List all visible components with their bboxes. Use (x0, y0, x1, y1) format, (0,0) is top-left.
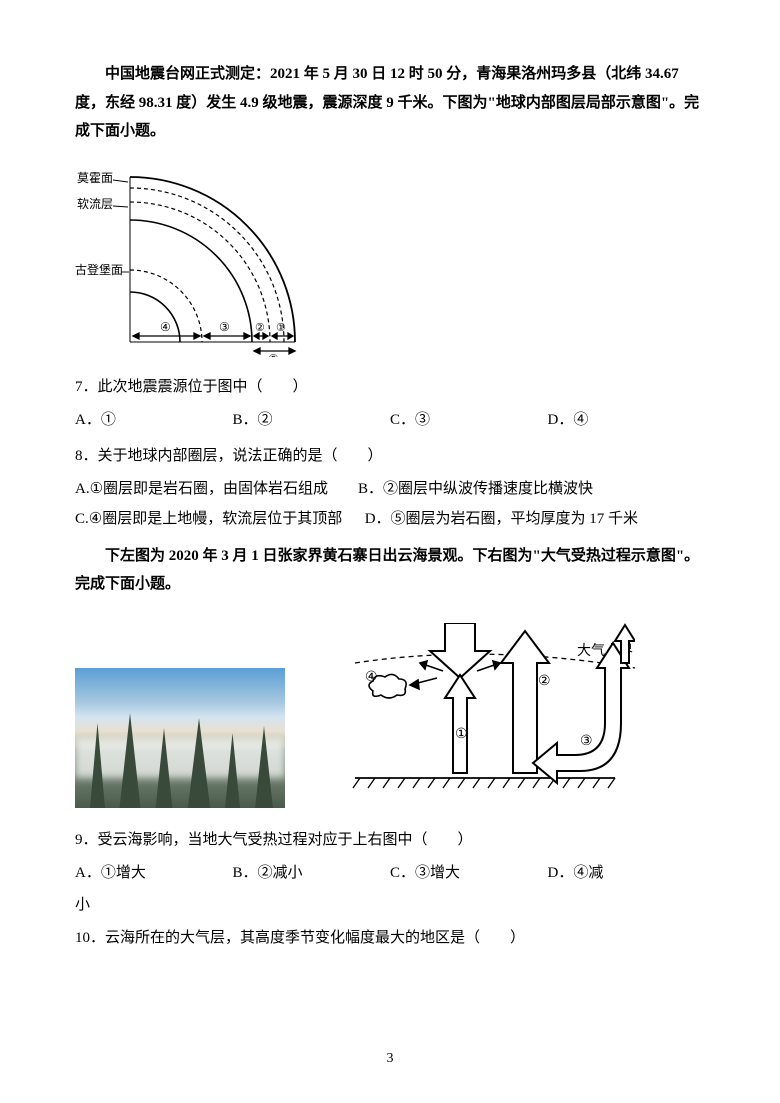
q7-stem: 7．此次地震震源位于图中（ ） (75, 373, 705, 402)
sunrise-photo (75, 668, 285, 808)
q8-stem: 8．关于地球内部圈层，说法正确的是（ ） (75, 442, 705, 471)
q9-stem: 9．受云海影响，当地大气受热过程对应于上右图中（ ） (75, 826, 705, 855)
q8-line1: A.①圈层即是岩石圈，由固体岩石组成 B．②圈层中纵波传播速度比横波快 (75, 475, 705, 504)
d2-n3: ③ (580, 734, 593, 749)
page-number: 3 (387, 1046, 394, 1073)
atmosphere-heating-diagram: 大气上界 ① ④ (325, 623, 635, 809)
q7-options: A．① B．② C．③ D．④ (75, 406, 705, 435)
d2-n1: ① (455, 727, 468, 742)
earth-interior-diagram: 莫霍面 软流层 古登堡面 ④ ③ ② ① ⑤ (75, 152, 705, 368)
q9-options: A．①增大 B．②减小 C．③增大 D．④减 (75, 859, 705, 888)
asthen-label: 软流层 (77, 197, 113, 211)
q8-D: D．⑤圈层为岩石圈，平均厚度为 17 千米 (365, 511, 638, 527)
q9-D: D．④减 (548, 859, 706, 888)
guten-label: 古登堡面 (75, 262, 123, 277)
images-row: 大气上界 ① ④ (75, 623, 705, 809)
d1-n5: ⑤ (268, 352, 279, 357)
q8-A: A.①圈层即是岩石圈，由固体岩石组成 (75, 481, 328, 497)
d1-n3: ③ (219, 320, 230, 334)
intro-paragraph-2: 下左图为 2020 年 3 月 1 日张家界黄石寨日出云海景观。下右图为"大气受… (75, 542, 705, 599)
d1-n4: ④ (160, 320, 171, 334)
d2-n2: ② (538, 674, 551, 689)
q8-B: B．②圈层中纵波传播速度比横波快 (358, 481, 593, 497)
q7-D: D．④ (548, 406, 706, 435)
d1-n1: ① (276, 322, 286, 334)
q7-B: B．② (233, 406, 391, 435)
q9-B: B．②减小 (233, 859, 391, 888)
moho-label: 莫霍面 (77, 171, 113, 185)
d1-n2: ② (255, 322, 265, 334)
q9-C: C．③增大 (390, 859, 548, 888)
q8-C: C.④圈层即是上地幔，软流层位于其顶部 (75, 511, 342, 527)
q7-C: C．③ (390, 406, 548, 435)
q9-A: A．①增大 (75, 859, 233, 888)
q8-line2: C.④圈层即是上地幔，软流层位于其顶部 D．⑤圈层为岩石圈，平均厚度为 17 千… (75, 505, 705, 534)
q9-D-tail: 小 (75, 891, 705, 920)
d2-n4: ④ (365, 670, 378, 685)
q10-stem: 10．云海所在的大气层，其高度季节变化幅度最大的地区是（ ） (75, 924, 705, 953)
intro-paragraph-1: 中国地震台网正式测定：2021 年 5 月 30 日 12 时 50 分，青海果… (75, 60, 705, 146)
q7-A: A．① (75, 406, 233, 435)
